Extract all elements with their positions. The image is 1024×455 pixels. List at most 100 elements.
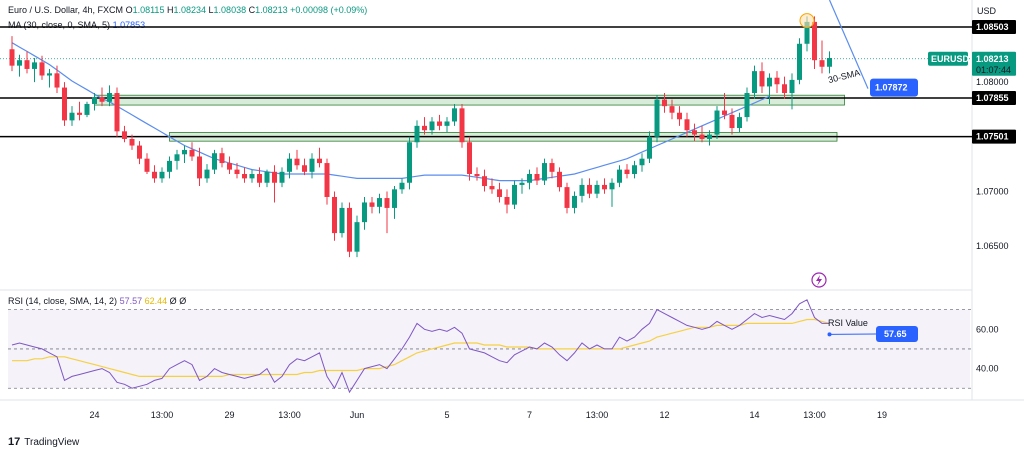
support-zone-0[interactable] (94, 94, 845, 106)
candle[interactable] (129, 134, 135, 150)
candle[interactable] (512, 180, 517, 210)
candle[interactable] (347, 202, 352, 258)
sma-30-line[interactable] (11, 42, 770, 182)
candle[interactable] (624, 164, 630, 179)
candle[interactable] (384, 191, 390, 234)
candle[interactable] (587, 178, 592, 199)
rsi-sma-line[interactable] (12, 318, 830, 377)
candle[interactable] (17, 54, 22, 77)
candle[interactable] (339, 202, 345, 238)
candle[interactable] (594, 180, 600, 199)
candle[interactable] (227, 156, 232, 174)
candle[interactable] (144, 153, 150, 174)
candle[interactable] (752, 65, 757, 99)
candle[interactable] (189, 142, 195, 161)
candle[interactable] (429, 117, 435, 135)
candle[interactable] (287, 153, 292, 179)
candle[interactable] (572, 191, 577, 214)
candle[interactable] (557, 167, 562, 192)
candle[interactable] (647, 131, 652, 164)
candle[interactable] (812, 16, 817, 69)
candle[interactable] (362, 196, 367, 230)
candle[interactable] (152, 165, 157, 183)
candle[interactable] (827, 51, 832, 74)
candle[interactable] (497, 182, 502, 203)
candle[interactable] (377, 193, 382, 214)
candle[interactable] (692, 123, 697, 142)
candle[interactable] (197, 147, 202, 187)
candle[interactable] (47, 68, 52, 88)
candle[interactable] (519, 178, 525, 194)
candle[interactable] (392, 186, 397, 219)
candle[interactable] (407, 136, 412, 190)
candle[interactable] (219, 147, 225, 168)
candle[interactable] (602, 178, 607, 194)
candle[interactable] (422, 117, 427, 135)
candle[interactable] (99, 87, 105, 107)
candle[interactable] (159, 167, 165, 183)
candle[interactable] (722, 93, 727, 120)
candle[interactable] (452, 103, 457, 126)
candle[interactable] (174, 149, 180, 170)
event-lightning-icon[interactable] (811, 272, 827, 288)
candle[interactable] (264, 169, 270, 188)
candle[interactable] (92, 93, 97, 111)
candle[interactable] (257, 167, 262, 188)
candle[interactable] (579, 178, 585, 203)
candle[interactable] (534, 167, 540, 185)
candle[interactable] (504, 189, 510, 214)
candle[interactable] (729, 108, 735, 135)
candle[interactable] (294, 149, 300, 170)
candle[interactable] (182, 145, 187, 164)
candle[interactable] (564, 182, 570, 214)
candle[interactable] (204, 164, 210, 183)
candle[interactable] (819, 40, 825, 74)
candle[interactable] (84, 101, 90, 118)
candle[interactable] (782, 76, 787, 99)
candle[interactable] (707, 130, 712, 146)
candle[interactable] (167, 156, 172, 179)
candle[interactable] (797, 38, 802, 85)
candle[interactable] (114, 87, 120, 137)
candle[interactable] (527, 169, 532, 190)
candle[interactable] (437, 114, 442, 131)
candle[interactable] (489, 178, 495, 194)
candle[interactable] (444, 117, 450, 133)
candle[interactable] (107, 85, 112, 107)
candle[interactable] (242, 167, 247, 183)
candle[interactable] (639, 153, 645, 172)
candle[interactable] (324, 158, 330, 205)
candle[interactable] (9, 36, 15, 72)
candle[interactable] (62, 82, 67, 126)
candle[interactable] (677, 106, 682, 126)
candle[interactable] (69, 106, 75, 126)
rsi-legend[interactable]: RSI (14, close, SMA, 14, 2) 57.57 62.44 … (8, 296, 186, 306)
candle[interactable] (39, 55, 45, 80)
candle[interactable] (767, 73, 772, 104)
candle[interactable] (234, 163, 240, 179)
candle[interactable] (467, 136, 472, 181)
candle[interactable] (369, 196, 375, 214)
candle[interactable] (414, 120, 420, 148)
candle[interactable] (32, 58, 37, 83)
candle[interactable] (24, 51, 30, 74)
candle[interactable] (684, 112, 690, 137)
candle[interactable] (54, 65, 60, 94)
candle[interactable] (632, 160, 637, 179)
candle[interactable] (609, 178, 615, 207)
candle[interactable] (332, 191, 337, 241)
candle[interactable] (302, 158, 307, 176)
candle[interactable] (77, 101, 82, 121)
rsi-line[interactable] (11, 299, 830, 394)
candle[interactable] (662, 93, 667, 113)
candle[interactable] (137, 141, 142, 165)
candle[interactable] (549, 158, 555, 179)
candle[interactable] (714, 106, 720, 139)
candle[interactable] (737, 112, 742, 133)
candle[interactable] (459, 103, 465, 148)
candle[interactable] (482, 169, 487, 192)
candle[interactable] (122, 125, 127, 143)
candle[interactable] (542, 158, 547, 185)
candle[interactable] (789, 73, 795, 110)
